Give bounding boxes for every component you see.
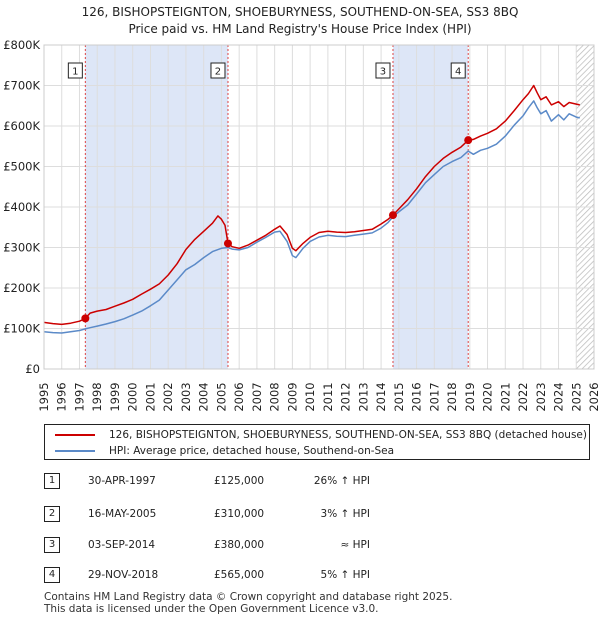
sale-date: 30-APR-1997 <box>88 475 156 487</box>
plot-frame <box>43 44 595 370</box>
x-tick-label: 2002 <box>161 382 175 411</box>
sale-date: 16-MAY-2005 <box>88 508 157 520</box>
y-tick-label: £100K <box>3 322 40 336</box>
x-tick-label: 1998 <box>90 382 104 411</box>
sale-point <box>464 136 473 145</box>
x-tick-label: 2004 <box>197 382 211 411</box>
sale-number-label: 4 <box>455 67 461 78</box>
x-tick-label: 2024 <box>552 382 566 411</box>
y-tick-label: £800K <box>3 38 40 52</box>
sale-price: £565,000 <box>214 569 265 581</box>
title-line-1: 126, BISHOPSTEIGNTON, SHOEBURYNESS, SOUT… <box>81 5 519 19</box>
x-tick-label: 2001 <box>143 382 157 411</box>
x-tick-label: 2006 <box>232 382 246 411</box>
x-tick-label: 2008 <box>268 382 282 411</box>
x-tick-label: 2015 <box>392 382 406 411</box>
sale-number-badge: 1 <box>44 473 60 489</box>
title-line-2: Price paid vs. HM Land Registry's House … <box>128 22 472 36</box>
sale-number-badge: 2 <box>44 506 60 522</box>
x-tick-label: 2011 <box>321 382 335 411</box>
sale-number-badge: 3 <box>44 537 60 553</box>
sale-number-label: 1 <box>72 67 78 78</box>
sale-date: 29-NOV-2018 <box>88 569 159 581</box>
sale-price: £380,000 <box>214 539 265 551</box>
x-tick-label: 2025 <box>569 382 583 411</box>
sale-hpi-relation: 3% ↑ HPI <box>320 508 370 520</box>
sale-row: 3 03-SEP-2014 £380,000 ≈ HPI <box>0 536 600 556</box>
x-tick-label: 1996 <box>55 382 69 411</box>
x-tick-label: 2018 <box>445 382 459 411</box>
x-tick-label: 2014 <box>374 382 388 411</box>
sale-number-box <box>210 62 226 79</box>
x-tick-label: 2016 <box>410 382 424 411</box>
sale-row: 4 29-NOV-2018 £565,000 5% ↑ HPI <box>0 566 600 586</box>
price-chart: £0 £100K £200K £300K £400K £500K £600K £700K £80… <box>3 38 600 412</box>
hpi-line <box>43 100 580 334</box>
x-tick-label: 2005 <box>214 382 228 411</box>
y-tick-label: £200K <box>3 281 40 295</box>
x-tick-label: 2010 <box>303 382 317 411</box>
y-tick-label: £500K <box>3 160 40 174</box>
x-tick-label: 2017 <box>427 382 441 411</box>
x-tick-label: 2003 <box>179 382 193 411</box>
legend-property-swatch <box>55 434 95 436</box>
legend-hpi-swatch <box>55 450 95 452</box>
sale-price: £125,000 <box>214 475 265 487</box>
sale-number-badge: 4 <box>44 567 60 583</box>
sale-number-box <box>450 62 466 79</box>
sale-row: 2 16-MAY-2005 £310,000 3% ↑ HPI <box>0 505 600 525</box>
x-tick-label: 2020 <box>481 382 495 411</box>
sale-point <box>388 211 397 220</box>
y-tick-label: £300K <box>3 241 40 255</box>
sale-point <box>81 314 90 323</box>
legend-item-hpi: HPI: Average price, detached house, Sout… <box>45 443 394 459</box>
x-tick-label: 2022 <box>516 382 530 411</box>
sale-point <box>223 239 232 248</box>
property-price-line <box>43 84 580 326</box>
x-tick-label: 2026 <box>587 382 600 411</box>
x-tick-label: 2000 <box>126 382 140 411</box>
x-tick-label: 2007 <box>250 382 264 411</box>
sale-date: 03-SEP-2014 <box>88 539 156 551</box>
legend: 126, BISHOPSTEIGNTON, SHOEBURYNESS, SOUT… <box>44 424 590 460</box>
sale-number-label: 3 <box>380 67 386 78</box>
x-tick-label: 1999 <box>108 382 122 411</box>
legend-property-label: 126, BISHOPSTEIGNTON, SHOEBURYNESS, SOUT… <box>109 429 587 441</box>
y-tick-label: £400K <box>3 200 40 214</box>
x-tick-label: 2013 <box>356 382 370 411</box>
footer-line-2: This data is licensed under the Open Gov… <box>44 603 379 615</box>
chart-title: 126, BISHOPSTEIGNTON, SHOEBURYNESS, SOUT… <box>0 4 600 38</box>
sale-hpi-relation: ≈ HPI <box>340 539 370 551</box>
sale-hpi-relation: 26% ↑ HPI <box>313 475 370 487</box>
sale-number-box <box>375 62 391 79</box>
x-tick-label: 2019 <box>463 382 477 411</box>
sale-price: £310,000 <box>214 508 265 520</box>
x-tick-label: 2012 <box>339 382 353 411</box>
x-tick-label: 2023 <box>534 382 548 411</box>
sale-number-label: 2 <box>215 67 221 78</box>
footer-line-1: Contains HM Land Registry data © Crown c… <box>44 591 453 603</box>
sale-number-box <box>67 62 83 79</box>
y-tick-label: £700K <box>3 79 40 93</box>
sale-hpi-relation: 5% ↑ HPI <box>320 569 370 581</box>
attribution-footer: Contains HM Land Registry data © Crown c… <box>44 591 452 615</box>
y-tick-label: £0 <box>25 362 40 376</box>
x-tick-label: 2009 <box>285 382 299 411</box>
x-tick-label: 1995 <box>37 382 51 411</box>
legend-hpi-label: HPI: Average price, detached house, Sout… <box>109 445 395 457</box>
y-tick-label: £600K <box>3 119 40 133</box>
x-tick-label: 1997 <box>72 382 86 411</box>
sale-row: 1 30-APR-1997 £125,000 26% ↑ HPI <box>0 472 600 492</box>
legend-item-property: 126, BISHOPSTEIGNTON, SHOEBURYNESS, SOUT… <box>45 427 587 443</box>
x-tick-label: 2021 <box>498 382 512 411</box>
